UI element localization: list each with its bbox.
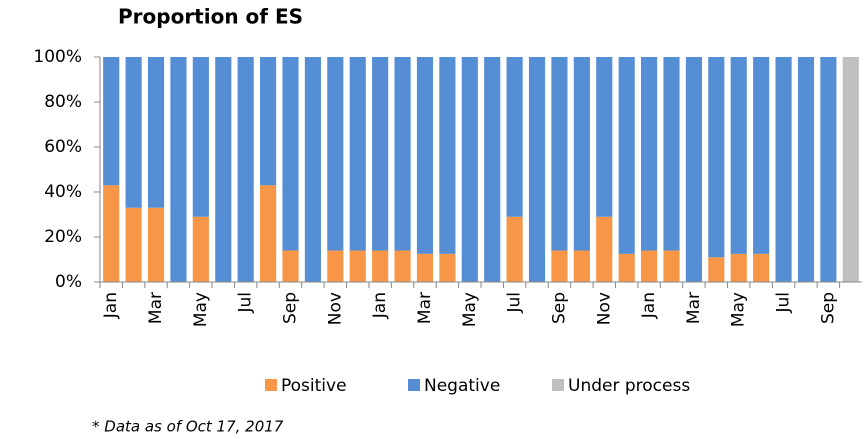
bar-segment	[147, 207, 165, 282]
bar-segment	[618, 57, 635, 254]
x-tick-label: Mar	[684, 292, 704, 324]
bar-segment	[842, 57, 859, 282]
bar-segment	[641, 250, 658, 282]
bar-segment	[641, 57, 658, 251]
bar-segment	[125, 57, 142, 208]
bar-segment	[147, 57, 165, 208]
x-tick-label: May	[729, 292, 749, 327]
bar-segment	[618, 253, 635, 282]
bar-segment	[663, 250, 680, 282]
bar-segment	[304, 57, 321, 282]
bar-segment	[596, 216, 613, 282]
x-tick-label: Jul	[774, 292, 794, 314]
bar-segment	[551, 250, 568, 282]
bar-segment	[103, 57, 120, 186]
x-tick-label: Nov	[325, 292, 345, 325]
legend-swatch	[552, 379, 564, 391]
bar-segment	[349, 57, 366, 251]
bar-segment	[484, 57, 501, 282]
legend-label: Negative	[424, 376, 500, 396]
bar-segment	[528, 57, 546, 282]
x-tick-label: Mar	[146, 292, 166, 324]
annotation: * Data as of Oct 17, 2017	[92, 418, 284, 436]
bar-segment	[372, 57, 389, 251]
bar-segment	[260, 185, 277, 282]
legend-label: Under process	[568, 376, 690, 396]
bar-segment	[573, 250, 590, 282]
bar-segment	[506, 57, 523, 217]
x-tick-label: Jan	[639, 292, 659, 319]
y-tick-label: 0%	[55, 272, 82, 292]
bar-segment	[192, 216, 209, 282]
x-tick-label: Sep	[281, 292, 301, 324]
bar-segment	[394, 250, 411, 282]
bar-segment	[416, 57, 434, 254]
bar-segment	[192, 57, 209, 217]
x-tick-label: Jan	[101, 292, 121, 319]
x-tick-label: Sep	[549, 292, 569, 324]
bar-segment	[416, 253, 434, 282]
legend-label: Positive	[281, 376, 347, 396]
bar-segment	[551, 57, 568, 251]
x-tick-label: Jul	[236, 292, 256, 314]
bar-segment	[708, 257, 725, 282]
bar-segment	[439, 253, 456, 282]
bar-segment	[282, 250, 299, 282]
x-tick-label: Jan	[370, 292, 390, 319]
bar-segment	[215, 57, 232, 282]
bar-segment	[753, 253, 770, 282]
bar-segment	[775, 57, 792, 282]
bar-segment	[753, 57, 770, 254]
bar-segment	[125, 207, 142, 282]
bar-segment	[372, 250, 389, 282]
bar-segment	[103, 185, 120, 282]
x-tick-label: Jul	[505, 292, 525, 314]
bar-segment	[797, 57, 815, 282]
y-tick-label: 40%	[44, 182, 82, 202]
y-tick-label: 80%	[44, 92, 82, 112]
bar-segment	[663, 57, 680, 251]
x-tick-label: Sep	[818, 292, 838, 324]
bar-segment	[506, 216, 523, 282]
y-tick-label: 60%	[44, 137, 82, 157]
bar-segment	[349, 250, 366, 282]
bar-segment	[461, 57, 478, 282]
bar-segment	[260, 57, 277, 186]
bar-segment	[327, 57, 344, 251]
x-tick-label: Mar	[415, 292, 435, 324]
chart-title: Proportion of ES	[118, 5, 303, 29]
legend-swatch	[265, 379, 277, 391]
bar-segment	[170, 57, 187, 282]
bar-segment	[327, 250, 344, 282]
bar-segment	[685, 57, 702, 282]
bar-segment	[730, 253, 747, 282]
bar-segment	[439, 57, 456, 254]
legend-swatch	[408, 379, 420, 391]
x-tick-label: Nov	[594, 292, 614, 325]
bar-segment	[730, 57, 747, 254]
bar-segment	[708, 57, 725, 258]
x-tick-label: May	[191, 292, 211, 327]
y-tick-label: 100%	[33, 47, 82, 67]
y-tick-label: 20%	[44, 227, 82, 247]
bar-segment	[573, 57, 590, 251]
bar-segment	[394, 57, 411, 251]
bar-segment	[282, 57, 299, 251]
bar-segment	[820, 57, 837, 282]
bar-segment	[596, 57, 613, 217]
bar-segment	[237, 57, 254, 282]
x-tick-label: May	[460, 292, 480, 327]
